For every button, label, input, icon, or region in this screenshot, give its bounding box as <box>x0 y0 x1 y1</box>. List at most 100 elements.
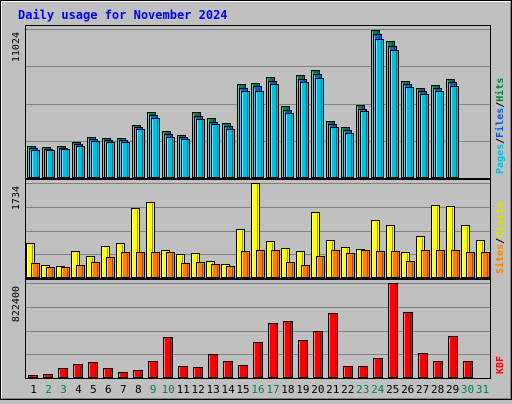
bar-body <box>436 250 445 278</box>
bar <box>226 266 235 278</box>
bar-body <box>181 263 190 278</box>
bar <box>421 250 430 278</box>
bar <box>106 257 115 278</box>
bar <box>196 119 205 178</box>
bar-body <box>193 367 203 378</box>
bar <box>196 262 205 278</box>
bar <box>361 250 370 278</box>
x-axis-labels: 1 2 3 4 5 6 7 8 9 10 11 12 13 14 15 16 17 18 19 20 21 22 23 24 2… <box>30 383 489 396</box>
x-tick-label: 23 <box>356 383 369 396</box>
x-tick-label: 9 <box>150 383 157 396</box>
bar <box>435 91 444 178</box>
bar <box>136 252 145 278</box>
bar-body <box>73 364 83 378</box>
bar-body <box>448 336 458 378</box>
bar <box>166 137 175 178</box>
x-tick-label: 26 <box>401 383 414 396</box>
bar <box>388 283 398 378</box>
bar <box>403 312 413 378</box>
bar <box>181 139 190 178</box>
bar-body <box>196 119 205 178</box>
bar-body <box>238 365 248 378</box>
bar <box>405 87 414 178</box>
bar-body <box>136 129 145 178</box>
bar-body <box>46 150 55 178</box>
bar <box>358 366 368 378</box>
bar-body <box>360 111 369 178</box>
bar <box>178 366 188 378</box>
bar-body <box>31 263 40 278</box>
bar <box>391 251 400 278</box>
panel-max-label: 1734 <box>11 186 22 210</box>
bar <box>133 370 143 378</box>
bar <box>166 252 175 278</box>
x-tick-label: 27 <box>416 383 429 396</box>
x-tick-label: 3 <box>60 383 67 396</box>
bar-body <box>388 283 398 378</box>
series-pages <box>31 39 459 178</box>
bar <box>256 250 265 278</box>
bar <box>268 323 278 378</box>
bar <box>481 252 490 278</box>
bar-body <box>315 78 324 178</box>
bar-body <box>285 113 294 178</box>
bar-body <box>136 252 145 278</box>
bar-body <box>241 251 250 278</box>
bar-body <box>375 39 384 178</box>
bar-body <box>301 265 310 278</box>
bar-body <box>328 313 338 378</box>
bar-body <box>131 208 140 278</box>
x-tick-label: 1 <box>30 383 37 396</box>
bar <box>241 251 250 278</box>
x-tick-label: 14 <box>221 383 235 396</box>
bar <box>270 84 279 178</box>
bar-body <box>405 87 414 178</box>
bar-body <box>466 252 475 278</box>
bar-body <box>251 183 260 278</box>
bar <box>298 340 308 378</box>
bar-body <box>296 251 305 278</box>
x-tick-label: 17 <box>266 383 279 396</box>
legend-entry: Sites <box>494 244 506 274</box>
x-tick-label: 4 <box>75 383 82 396</box>
bar <box>450 86 459 178</box>
bar <box>311 212 320 278</box>
bar <box>31 150 40 178</box>
bar-body <box>226 129 235 178</box>
bar <box>331 250 340 278</box>
bar <box>118 372 128 378</box>
bar-body <box>61 267 70 278</box>
bar <box>106 142 115 178</box>
bar <box>253 342 263 378</box>
bar-body <box>208 354 218 378</box>
bar <box>255 91 264 178</box>
bar <box>103 368 113 378</box>
bar <box>136 129 145 178</box>
bar-body <box>148 361 158 378</box>
bar-body <box>376 251 385 278</box>
legend-entry: / <box>495 138 506 144</box>
bar-body <box>418 353 428 378</box>
bar <box>420 94 429 178</box>
x-tick-label: 16 <box>251 383 264 396</box>
bar-body <box>330 127 339 178</box>
legend-entry: F <box>495 356 506 362</box>
bar <box>223 361 233 378</box>
bar-body <box>420 94 429 178</box>
bar-body <box>256 250 265 278</box>
bar-body <box>211 264 220 278</box>
bar-body <box>163 337 173 378</box>
bar <box>193 367 203 378</box>
bar-body <box>133 370 143 378</box>
bar-body <box>106 142 115 178</box>
bar-body <box>121 252 130 278</box>
bar-body <box>313 331 323 378</box>
x-tick-label: 29 <box>446 383 459 396</box>
panel-max-label: 11024 <box>11 32 22 62</box>
bar <box>418 353 428 378</box>
bar <box>151 252 160 278</box>
bar-body <box>343 366 353 378</box>
bar-body <box>178 366 188 378</box>
